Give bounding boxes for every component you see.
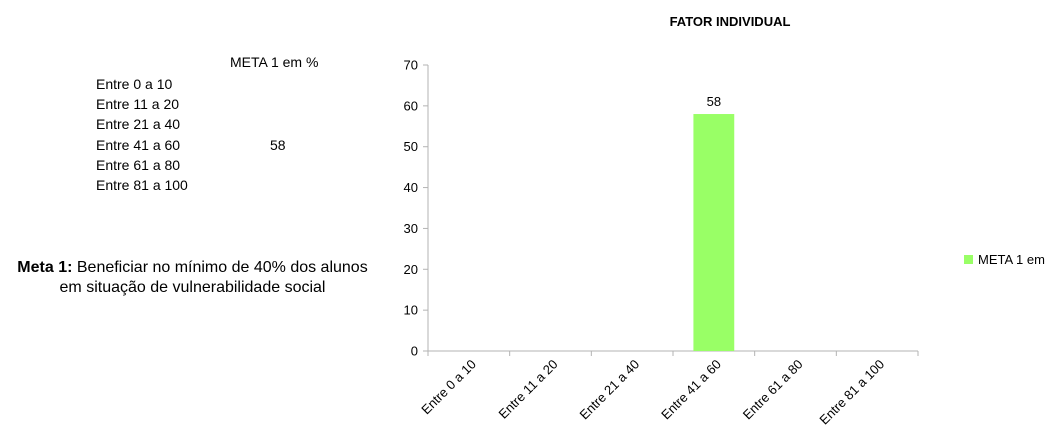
x-tick-label: Entre 81 a 100 <box>816 357 887 428</box>
y-tick-label: 70 <box>404 58 418 73</box>
data-label: 58 <box>707 94 721 109</box>
chart-title: FATOR INDIVIDUAL <box>670 14 791 29</box>
row-label: Entre 81 a 100 <box>96 176 188 193</box>
legend-swatch <box>964 255 973 264</box>
row-value: 58 <box>270 136 286 153</box>
goal-line-1: Meta 1: Beneficiar no mínimo de 40% dos … <box>0 258 385 278</box>
y-tick-label: 40 <box>404 180 418 195</box>
row-label: Entre 21 a 40 <box>96 116 181 133</box>
table-row: Entre 61 a 80 <box>96 155 346 175</box>
y-tick-label: 20 <box>404 262 418 277</box>
table-rows: Entre 0 a 10 Entre 11 a 20 Entre 21 a 40… <box>96 74 346 195</box>
x-tick-label: Entre 21 a 40 <box>576 357 642 423</box>
row-label: Entre 0 a 10 <box>96 76 173 92</box>
y-tick-label: 10 <box>404 303 418 318</box>
x-tick-label: Entre 61 a 80 <box>740 357 806 423</box>
table-row: Entre 21 a 40 <box>96 114 346 134</box>
table-row: Entre 0 a 10 <box>96 74 346 94</box>
row-label: Entre 11 a 20 <box>96 96 180 113</box>
table-row: Entre 41 a 60 58 <box>96 135 346 155</box>
table-row: Entre 11 a 20 <box>96 94 346 114</box>
table-row: Entre 81 a 100 <box>96 175 346 195</box>
bar <box>693 114 735 352</box>
x-tick-label: Entre 0 a 10 <box>418 357 479 418</box>
goal-description: Meta 1: Beneficiar no mínimo de 40% dos … <box>0 258 385 298</box>
legend-label: META 1 em % <box>978 252 1045 267</box>
y-tick-label: 30 <box>404 221 418 236</box>
goal-line-1-text: Beneficiar no mínimo de 40% dos alunos <box>72 259 368 276</box>
x-tick-label: Entre 41 a 60 <box>658 357 724 423</box>
row-label: Entre 41 a 60 <box>96 136 181 153</box>
y-tick-label: 60 <box>404 98 418 113</box>
y-tick-label: 50 <box>404 139 418 154</box>
goal-line-2: em situação de vulnerabilidade social <box>59 279 326 296</box>
y-tick-label: 0 <box>411 344 418 359</box>
x-tick-label: Entre 11 a 20 <box>496 357 561 422</box>
table-header: META 1 em % <box>230 54 319 70</box>
row-label: Entre 61 a 80 <box>96 156 181 173</box>
goal-prefix: Meta 1: <box>17 259 73 276</box>
